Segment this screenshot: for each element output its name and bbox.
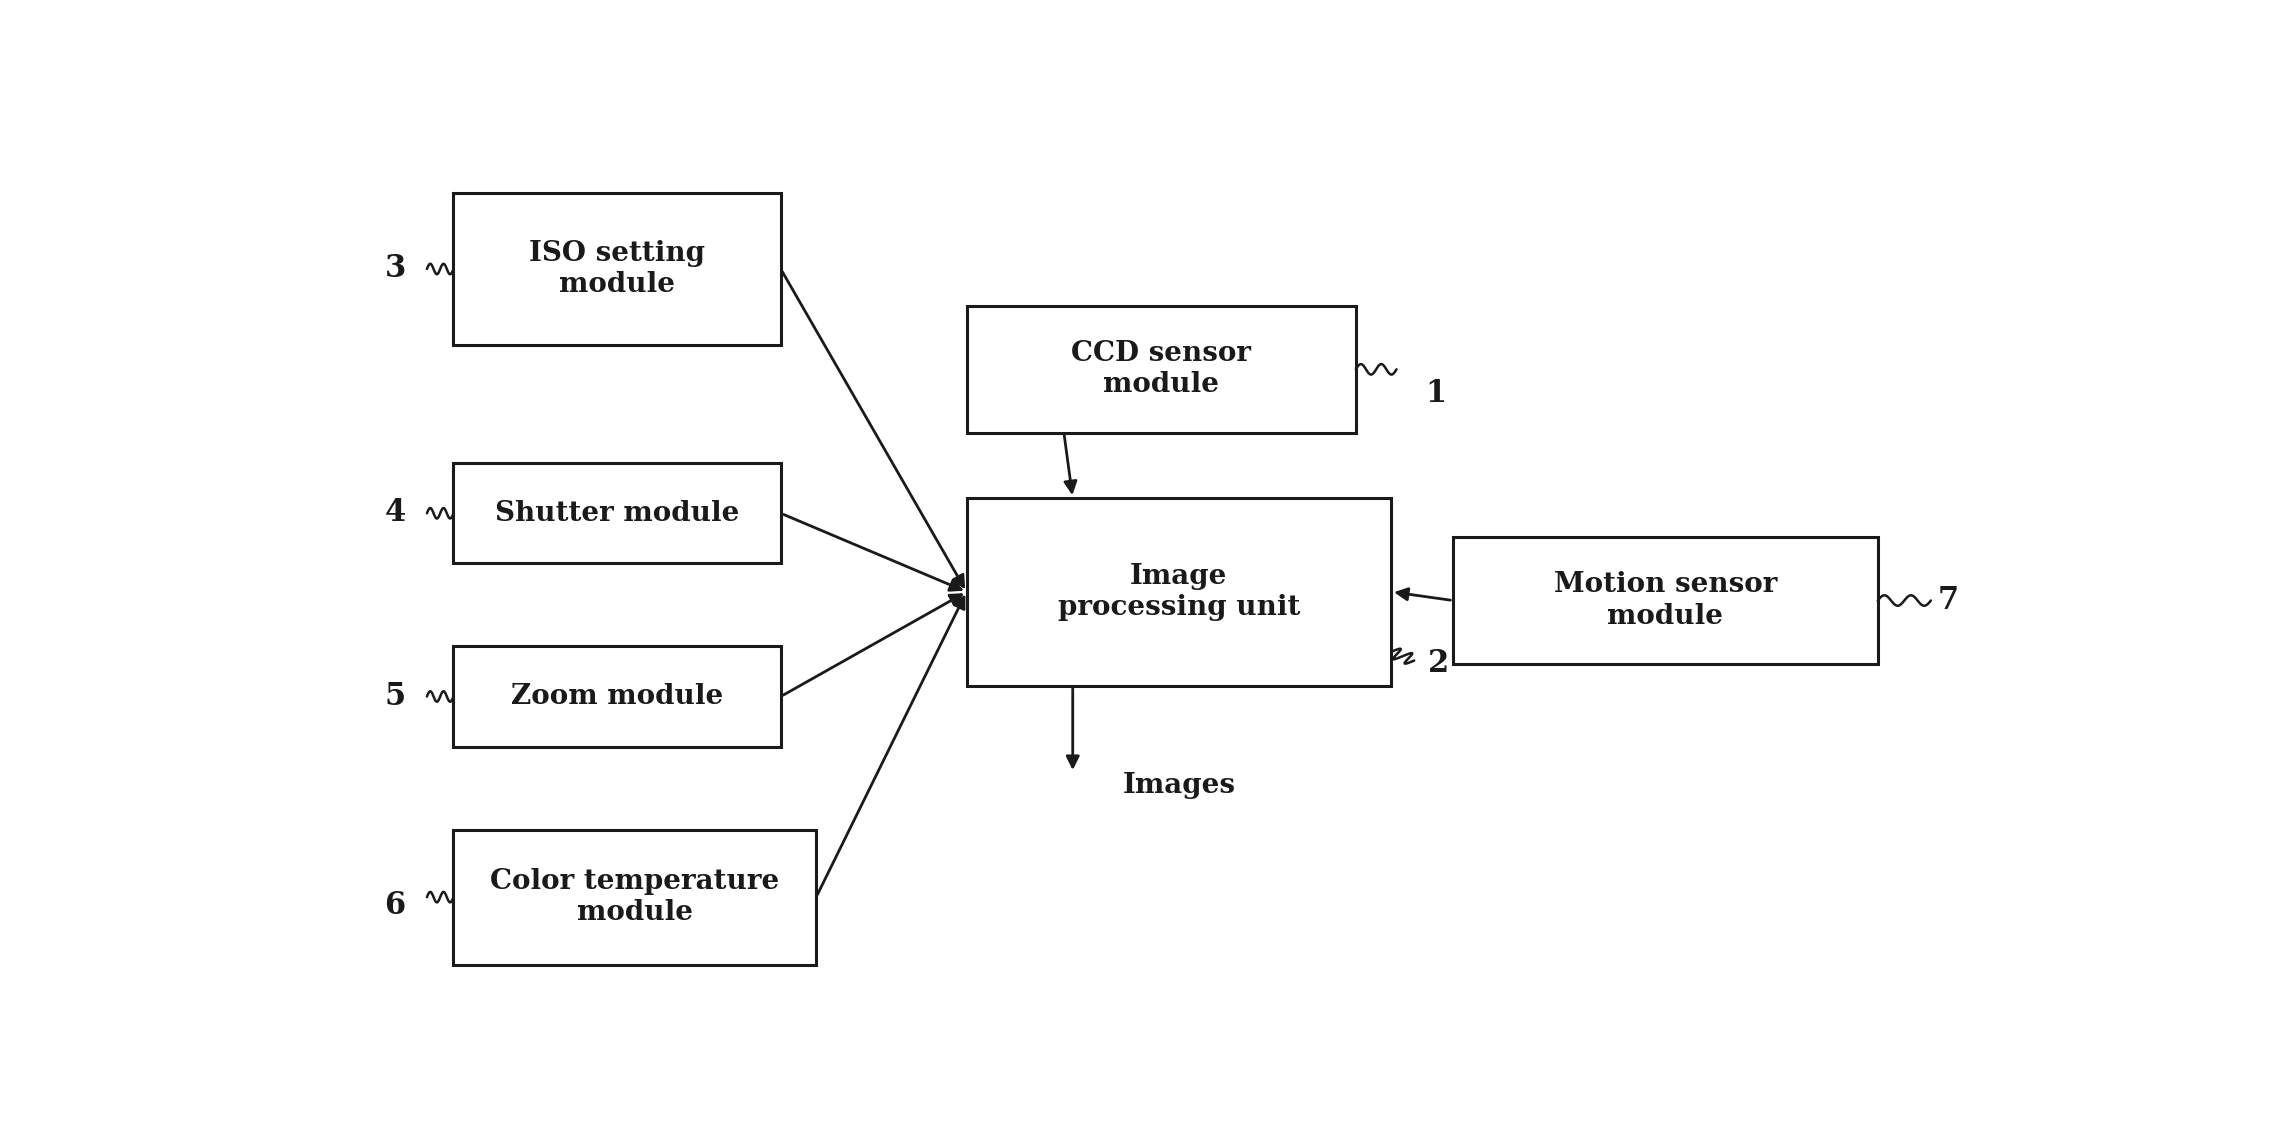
FancyBboxPatch shape bbox=[454, 829, 817, 965]
FancyBboxPatch shape bbox=[454, 193, 781, 346]
FancyBboxPatch shape bbox=[454, 463, 781, 563]
Text: ISO setting
module: ISO setting module bbox=[530, 240, 705, 298]
Text: Images: Images bbox=[1123, 773, 1235, 800]
FancyBboxPatch shape bbox=[1454, 537, 1879, 664]
FancyBboxPatch shape bbox=[966, 306, 1356, 433]
Text: 7: 7 bbox=[1938, 585, 1959, 615]
Text: Shutter module: Shutter module bbox=[495, 500, 740, 527]
FancyBboxPatch shape bbox=[966, 499, 1390, 685]
Text: 3: 3 bbox=[384, 253, 406, 284]
Text: 2: 2 bbox=[1429, 648, 1450, 680]
Text: Color temperature
module: Color temperature module bbox=[491, 868, 779, 927]
Text: 5: 5 bbox=[384, 681, 406, 712]
Text: 1: 1 bbox=[1425, 377, 1445, 409]
Text: 6: 6 bbox=[384, 889, 406, 921]
Text: Motion sensor
module: Motion sensor module bbox=[1555, 571, 1776, 630]
FancyBboxPatch shape bbox=[454, 646, 781, 747]
Text: Zoom module: Zoom module bbox=[511, 683, 724, 710]
Text: CCD sensor
module: CCD sensor module bbox=[1071, 340, 1251, 399]
Text: 4: 4 bbox=[384, 497, 406, 528]
Text: Image
processing unit: Image processing unit bbox=[1057, 563, 1299, 621]
